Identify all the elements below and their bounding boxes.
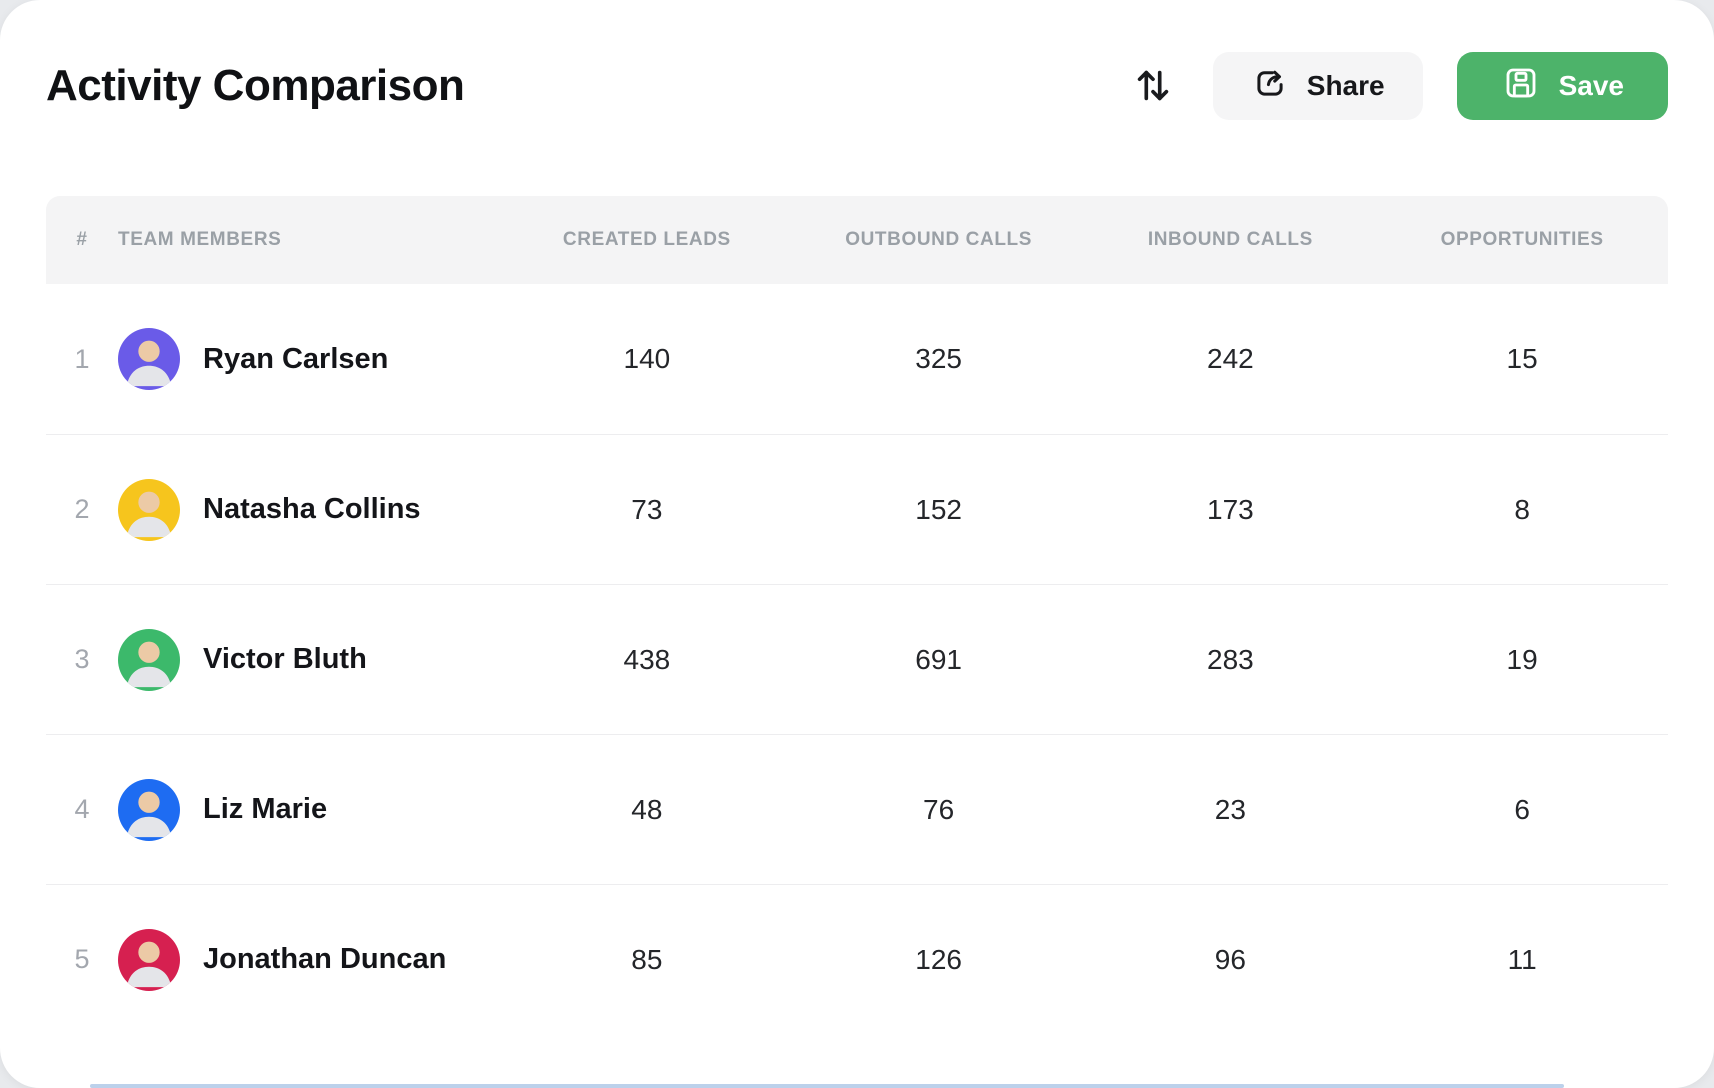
person-silhouette-icon bbox=[126, 641, 172, 687]
value-outbound-calls: 126 bbox=[915, 943, 962, 975]
avatar bbox=[118, 928, 180, 991]
row-rank: 5 bbox=[74, 944, 90, 974]
avatar bbox=[118, 628, 180, 691]
value-opportunities: 15 bbox=[1506, 343, 1538, 374]
value-inbound-calls: 173 bbox=[1207, 493, 1254, 525]
avatar bbox=[118, 478, 180, 541]
column-header-outbound-calls: OUTBOUND CALLS bbox=[845, 229, 1033, 250]
person-silhouette-icon bbox=[126, 791, 172, 837]
table-row[interactable]: 3 Victor Bluth 438 691 283 19 bbox=[46, 584, 1668, 734]
table-row[interactable]: 5 Jonathan Duncan 85 126 96 11 bbox=[46, 884, 1668, 1034]
member-cell: Ryan Carlsen bbox=[118, 328, 501, 390]
value-outbound-calls: 691 bbox=[915, 643, 962, 675]
member-cell: Liz Marie bbox=[118, 778, 501, 841]
page-title: Activity Comparison bbox=[46, 61, 465, 110]
value-opportunities: 19 bbox=[1506, 643, 1538, 675]
value-opportunities: 6 bbox=[1514, 793, 1530, 825]
row-rank: 3 bbox=[74, 644, 90, 674]
value-inbound-calls: 96 bbox=[1214, 943, 1246, 975]
value-opportunities: 8 bbox=[1514, 493, 1530, 525]
row-rank: 2 bbox=[74, 494, 90, 524]
sort-button[interactable] bbox=[1127, 60, 1179, 112]
row-rank: 4 bbox=[74, 794, 90, 824]
value-created-leads: 73 bbox=[631, 493, 663, 525]
value-outbound-calls: 325 bbox=[915, 343, 962, 374]
save-button-label: Save bbox=[1558, 70, 1624, 101]
activity-table: # TEAM MEMBERS CREATED LEADS OUTBOUND CALLS… bbox=[46, 196, 1668, 1034]
member-name: Jonathan Duncan bbox=[203, 943, 447, 975]
member-cell: Jonathan Duncan bbox=[118, 928, 501, 991]
toolbar: Share Save bbox=[1127, 52, 1668, 120]
value-created-leads: 85 bbox=[631, 943, 663, 975]
share-icon bbox=[1251, 64, 1289, 109]
top-bar: Activity Comparison bbox=[46, 46, 1668, 126]
value-inbound-calls: 283 bbox=[1207, 643, 1254, 675]
avatar bbox=[118, 778, 180, 841]
member-cell: Natasha Collins bbox=[118, 478, 501, 541]
sort-arrows-icon bbox=[1130, 62, 1176, 111]
member-name: Ryan Carlsen bbox=[203, 342, 389, 375]
column-header-inbound-calls: INBOUND CALLS bbox=[1147, 229, 1313, 250]
table-header-row: # TEAM MEMBERS CREATED LEADS OUTBOUND CALLS… bbox=[46, 196, 1668, 284]
save-floppy-icon bbox=[1501, 63, 1541, 110]
column-header-team-members: TEAM MEMBERS bbox=[118, 229, 282, 250]
person-silhouette-icon bbox=[126, 491, 172, 537]
row-rank: 1 bbox=[74, 343, 90, 374]
value-opportunities: 11 bbox=[1507, 943, 1537, 975]
value-created-leads: 438 bbox=[623, 643, 671, 675]
value-outbound-calls: 76 bbox=[923, 793, 955, 825]
column-header-rank: # bbox=[76, 229, 88, 250]
table-row[interactable]: 1 Ryan Carlsen 140 325 242 15 bbox=[46, 284, 1668, 434]
member-name: Natasha Collins bbox=[203, 493, 421, 525]
table-row[interactable]: 4 Liz Marie 48 76 23 6 bbox=[46, 734, 1668, 884]
value-outbound-calls: 152 bbox=[915, 493, 962, 525]
share-button-label: Share bbox=[1306, 70, 1385, 101]
column-header-opportunities: OPPORTUNITIES bbox=[1440, 229, 1604, 250]
save-button[interactable]: Save bbox=[1456, 52, 1668, 120]
column-header-created-leads: CREATED LEADS bbox=[562, 229, 731, 250]
value-inbound-calls: 242 bbox=[1207, 343, 1254, 374]
avatar bbox=[118, 328, 180, 390]
background-accent-edge bbox=[90, 1084, 1564, 1088]
member-cell: Victor Bluth bbox=[118, 628, 501, 691]
value-inbound-calls: 23 bbox=[1214, 793, 1246, 825]
member-name: Victor Bluth bbox=[203, 643, 367, 675]
member-name: Liz Marie bbox=[203, 793, 328, 825]
table-row[interactable]: 2 Natasha Collins 73 152 173 8 bbox=[46, 434, 1668, 584]
person-silhouette-icon bbox=[126, 941, 172, 987]
value-created-leads: 140 bbox=[623, 343, 671, 374]
value-created-leads: 48 bbox=[631, 793, 663, 825]
person-silhouette-icon bbox=[126, 340, 172, 387]
table-body: 1 Ryan Carlsen 140 325 242 15 2 Natasha Col… bbox=[46, 284, 1668, 1034]
share-button[interactable]: Share bbox=[1212, 52, 1423, 120]
